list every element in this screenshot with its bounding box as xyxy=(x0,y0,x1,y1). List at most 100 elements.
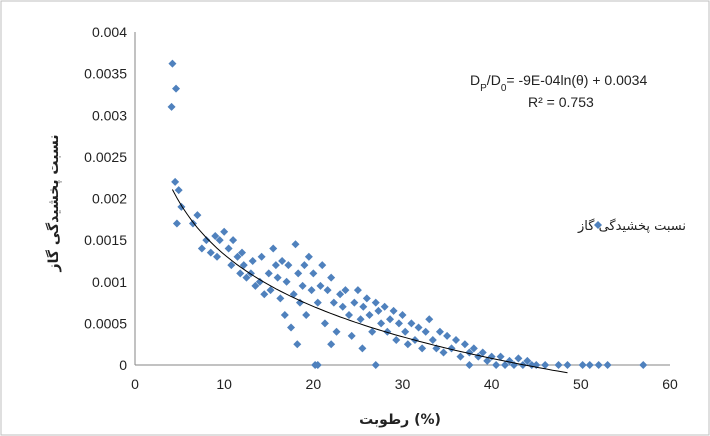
data-point xyxy=(295,298,304,307)
data-point xyxy=(514,354,523,363)
data-point xyxy=(202,236,211,245)
legend: نسبت پخشیدگی گاز xyxy=(577,218,686,234)
data-point xyxy=(293,340,302,349)
y-tick-label: 0.004 xyxy=(92,24,127,40)
legend-label: نسبت پخشیدگی گاز xyxy=(577,218,686,234)
data-point xyxy=(353,286,362,295)
data-point xyxy=(168,59,177,68)
y-tick-label: 0 xyxy=(119,357,127,373)
data-point xyxy=(456,352,465,361)
data-point xyxy=(238,248,246,257)
data-point xyxy=(452,336,460,345)
data-point xyxy=(341,286,350,295)
data-point xyxy=(271,261,280,270)
data-point xyxy=(414,323,423,332)
equation-text: DP/D0= -9E-04ln(θ) + 0.0034 xyxy=(470,72,647,94)
data-point xyxy=(358,344,367,353)
data-point xyxy=(197,244,206,253)
data-point xyxy=(347,331,356,340)
data-point xyxy=(362,294,371,303)
data-point xyxy=(594,361,603,369)
data-point xyxy=(443,331,452,340)
data-point xyxy=(332,327,341,336)
data-point xyxy=(492,361,501,369)
data-point xyxy=(368,327,377,336)
data-point xyxy=(418,344,427,353)
data-point xyxy=(280,311,289,320)
data-point xyxy=(215,236,224,245)
data-point xyxy=(269,244,278,253)
data-point xyxy=(394,319,403,328)
y-tick-label: 0.003 xyxy=(92,107,127,123)
data-point xyxy=(167,102,176,111)
data-point xyxy=(266,286,275,295)
data-point xyxy=(224,244,233,253)
data-point xyxy=(239,261,248,270)
x-tick-label: 60 xyxy=(662,376,678,392)
y-tick-label: 0.0025 xyxy=(84,149,127,165)
data-point xyxy=(233,252,242,261)
data-point xyxy=(316,281,325,290)
data-point xyxy=(248,256,257,265)
data-point xyxy=(220,227,229,236)
data-point xyxy=(578,361,587,369)
data-point xyxy=(329,298,338,307)
data-point xyxy=(371,361,380,369)
data-point xyxy=(421,327,430,336)
data-point xyxy=(383,327,392,336)
data-point xyxy=(389,306,398,315)
data-point xyxy=(282,277,291,286)
data-point xyxy=(206,248,215,257)
x-tick-labels: 0 10 20 30 40 50 60 xyxy=(131,376,678,392)
data-point xyxy=(309,269,318,278)
data-point xyxy=(603,361,612,369)
data-point xyxy=(287,323,296,332)
data-point xyxy=(377,319,386,328)
y-tick-label: 0.0005 xyxy=(84,315,127,331)
data-point xyxy=(211,231,220,240)
data-point xyxy=(327,340,336,349)
legend-marker-diamond xyxy=(594,221,602,229)
data-point xyxy=(260,290,269,299)
data-point xyxy=(300,261,309,270)
y-tick-label: 0.002 xyxy=(92,191,127,207)
data-point xyxy=(403,340,412,349)
x-axis-title: رطوبت (%) xyxy=(359,412,441,428)
data-point xyxy=(523,356,532,365)
data-point xyxy=(257,252,266,261)
data-point xyxy=(273,273,282,282)
data-point xyxy=(356,315,365,324)
data-point xyxy=(313,298,322,307)
data-point xyxy=(171,177,180,186)
data-point xyxy=(307,286,316,295)
x-tick-label: 0 xyxy=(131,376,139,392)
data-point xyxy=(483,356,492,365)
data-point xyxy=(313,361,322,369)
data-point xyxy=(460,340,469,349)
data-point xyxy=(327,273,336,282)
data-point xyxy=(236,269,245,278)
y-axis-title: نسبت پخشیدگی گاز xyxy=(45,135,62,273)
data-point xyxy=(359,302,368,311)
data-point xyxy=(350,298,359,307)
data-point xyxy=(585,361,594,369)
data-point xyxy=(213,252,222,261)
data-point xyxy=(193,211,202,220)
data-point xyxy=(323,286,332,295)
data-point xyxy=(501,361,510,369)
data-point xyxy=(407,319,416,328)
data-point xyxy=(386,315,395,324)
data-point xyxy=(291,240,300,249)
data-point xyxy=(284,261,293,270)
data-point xyxy=(278,256,287,265)
data-point xyxy=(227,261,236,270)
data-point xyxy=(336,290,345,299)
data-point xyxy=(478,348,487,357)
trendline-equation: DP/D0= -9E-04ln(θ) + 0.0034 R² = 0.753 xyxy=(470,72,647,110)
data-point xyxy=(264,269,273,278)
data-point xyxy=(541,361,550,369)
x-tick-label: 40 xyxy=(484,376,500,392)
data-point xyxy=(425,315,434,324)
